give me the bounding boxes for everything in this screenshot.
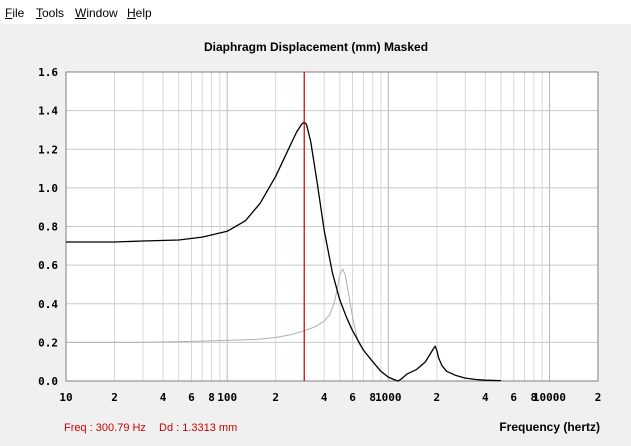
y-tick-label: 1.6 — [38, 66, 58, 79]
y-tick-label: 1.4 — [38, 105, 58, 118]
menu-help-accelerator: H — [127, 6, 136, 20]
x-tick-label: 10 — [59, 391, 72, 404]
x-tick-label: 10000 — [533, 391, 566, 404]
x-tick-label: 6 — [349, 391, 356, 404]
menu-file[interactable]: File — [5, 6, 24, 20]
chart-title: Diaphragm Displacement (mm) Masked — [204, 40, 428, 54]
masked-displacement-curve — [66, 268, 364, 351]
y-tick-label: 1.2 — [38, 143, 58, 156]
x-tick-label: 4 — [482, 391, 489, 404]
status-frequency: Freq : 300.79 Hz — [64, 422, 146, 434]
x-tick-label: 2 — [272, 391, 279, 404]
x-tick-label: 2 — [434, 391, 441, 404]
y-tick-label: 0.2 — [38, 336, 58, 349]
chart-area[interactable]: Diaphragm Displacement (mm) Masked 0.00.… — [0, 24, 631, 446]
menu-file-accelerator: F — [5, 6, 13, 20]
y-tick-label: 0.0 — [38, 375, 58, 388]
x-tick-label: 6 — [188, 391, 195, 404]
x-tick-label: 2 — [111, 391, 118, 404]
menu-tools-accelerator: T — [36, 6, 42, 20]
y-axis-ticks: 0.0 0.2 0.4 0.6 0.8 1.0 1.2 1.4 1.6 — [38, 66, 58, 388]
menu-window-label: indow — [86, 6, 118, 20]
x-tick-label: 4 — [321, 391, 328, 404]
menu-window[interactable]: Window — [75, 6, 118, 20]
menu-file-label: ile — [12, 6, 25, 20]
x-tick-label: 8 — [208, 391, 215, 404]
x-axis-title: Frequency (hertz) — [499, 420, 600, 434]
status-displacement: Dd : 1.3313 mm — [159, 422, 237, 434]
x-tick-label: 6 — [510, 391, 517, 404]
y-tick-label: 0.8 — [38, 221, 58, 234]
x-tick-label: 4 — [160, 391, 167, 404]
menu-tools[interactable]: Tools — [36, 6, 64, 20]
menu-help-label: elp — [135, 6, 152, 20]
x-tick-label: 2 — [595, 391, 602, 404]
x-tick-label: 8 — [369, 391, 376, 404]
menu-help[interactable]: Help — [127, 6, 152, 20]
x-tick-label: 100 — [217, 391, 237, 404]
x-tick-label: 8 — [531, 391, 538, 404]
displacement-curve — [66, 121, 502, 382]
menu-window-accelerator: W — [75, 6, 87, 20]
menu-tools-label: ools — [42, 6, 65, 20]
y-tick-label: 0.6 — [38, 259, 58, 272]
curves — [66, 121, 502, 382]
x-tick-label: 1000 — [375, 391, 402, 404]
y-tick-label: 1.0 — [38, 182, 58, 195]
menu-bar: File Tools Window Help — [0, 0, 631, 24]
y-tick-label: 0.4 — [38, 298, 58, 311]
plot-frame — [65, 71, 599, 382]
